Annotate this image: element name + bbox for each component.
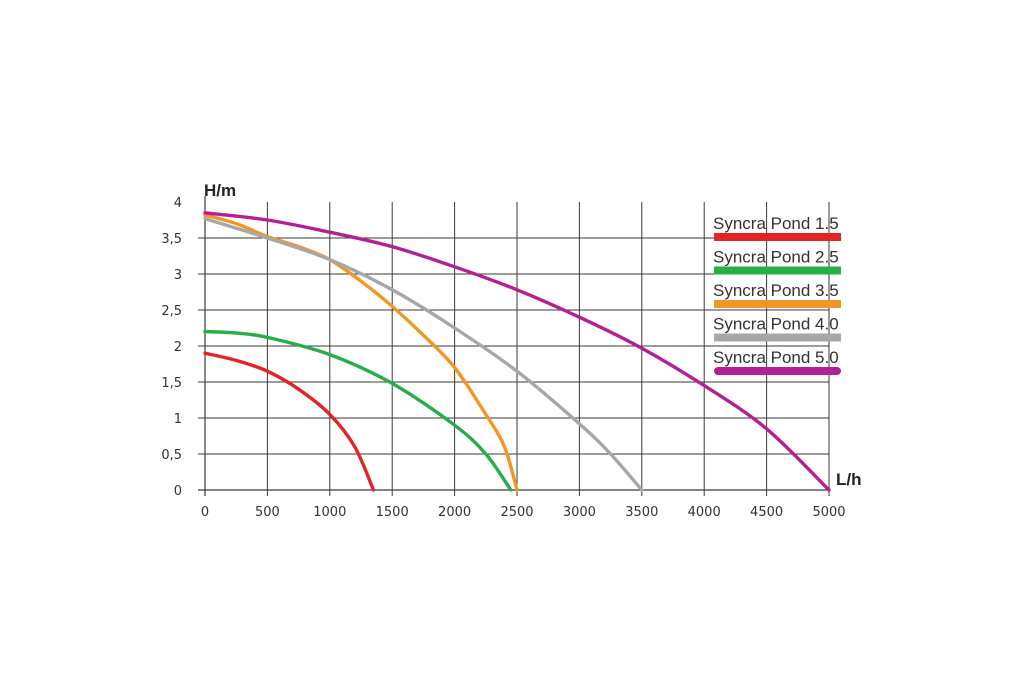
grid bbox=[198, 202, 830, 496]
series-line-syncra-pond-1-5 bbox=[203, 351, 376, 492]
series-lines bbox=[203, 211, 831, 492]
y-tick-label: 2 bbox=[174, 340, 182, 355]
axes bbox=[198, 196, 829, 496]
tick-labels: 0 500 1000 1500 2000 2500 3000 3500 4000 4500 5000… bbox=[161, 196, 845, 520]
x-tick-label: 5000 bbox=[812, 505, 845, 520]
series-line-syncra-pond-4-0 bbox=[203, 216, 644, 492]
legend-swatch-syncra-pond-1-5 bbox=[714, 233, 841, 241]
y-tick-label: 1,5 bbox=[161, 376, 182, 391]
x-tick-label: 2000 bbox=[438, 505, 471, 520]
legend: Syncra Pond 1.5 Syncra Pond 2.5 Syncra Pon… bbox=[713, 214, 841, 375]
x-tick-label: 1500 bbox=[376, 505, 409, 520]
y-axis-title: H/m bbox=[204, 181, 236, 200]
y-tick-label: 2,5 bbox=[161, 304, 182, 319]
legend-label-syncra-pond-3-5: Syncra Pond 3.5 bbox=[713, 281, 839, 300]
x-tick-label: 4500 bbox=[750, 505, 783, 520]
legend-swatch-syncra-pond-3-5 bbox=[714, 300, 841, 308]
legend-swatch-syncra-pond-5-0 bbox=[714, 367, 841, 375]
x-tick-label: 0 bbox=[201, 505, 209, 520]
series-line-syncra-pond-2-5 bbox=[203, 329, 513, 492]
x-axis-title: L/h bbox=[836, 470, 862, 489]
y-tick-label: 0 bbox=[174, 484, 182, 499]
y-tick-label: 1 bbox=[174, 412, 182, 427]
y-tick-label: 0,5 bbox=[161, 448, 182, 463]
legend-swatch-syncra-pond-2-5 bbox=[714, 266, 841, 275]
x-tick-label: 3000 bbox=[563, 505, 596, 520]
x-tick-label: 500 bbox=[255, 505, 280, 520]
legend-label-syncra-pond-5-0: Syncra Pond 5.0 bbox=[713, 348, 839, 367]
x-tick-label: 3500 bbox=[625, 505, 658, 520]
x-tick-label: 4000 bbox=[688, 505, 721, 520]
legend-label-syncra-pond-4-0: Syncra Pond 4.0 bbox=[713, 315, 839, 334]
legend-label-syncra-pond-2-5: Syncra Pond 2.5 bbox=[713, 248, 839, 267]
series-line-syncra-pond-3-5 bbox=[203, 213, 519, 492]
y-tick-label: 3 bbox=[174, 268, 182, 283]
series-line-syncra-pond-5-0 bbox=[203, 211, 831, 492]
y-tick-label: 4 bbox=[174, 196, 182, 211]
y-tick-label: 3,5 bbox=[161, 232, 182, 247]
legend-swatch-syncra-pond-4-0 bbox=[714, 333, 841, 342]
x-tick-label: 1000 bbox=[313, 505, 346, 520]
legend-label-syncra-pond-1-5: Syncra Pond 1.5 bbox=[713, 214, 839, 233]
x-tick-label: 2500 bbox=[500, 505, 533, 520]
